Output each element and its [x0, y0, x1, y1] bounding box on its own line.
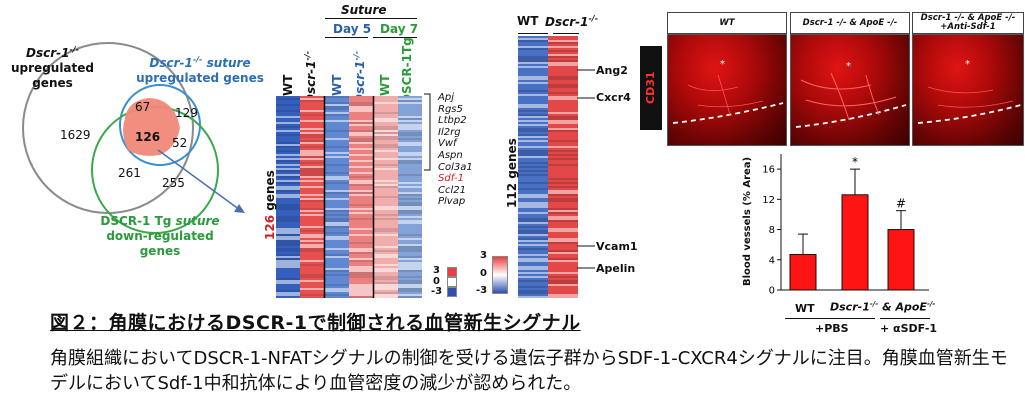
hm1-scale-label-hi: 3 — [433, 265, 440, 276]
hm1-col-wt3: WT — [378, 74, 392, 96]
hm2-canvas — [518, 36, 578, 298]
hm1-scale-label-lo: -3 — [431, 286, 443, 297]
bar-group-ko: Dscr-1-/- & ApoE-/- — [830, 300, 936, 314]
bar-ytick-label: 8 — [769, 225, 775, 236]
hm2-scale-label-hi: 3 — [480, 250, 487, 261]
bar-chart-ylabel: Blood vessels (% Area) — [742, 156, 753, 286]
photo-ko-star: * — [846, 61, 851, 72]
bar-1 — [841, 194, 869, 291]
venn-count-gray-only: 1629 — [60, 128, 91, 142]
hm1-scale-mid — [447, 277, 457, 287]
hm2-col-wt: WT — [517, 14, 539, 28]
photo-wt: * — [667, 34, 787, 146]
venn-gray-title: Dscr-1-/- upregulated genes — [11, 45, 94, 90]
venn-svg — [22, 42, 245, 234]
cd31-label: CD31 — [644, 71, 657, 104]
photo-wt-star: * — [720, 59, 725, 70]
hm1-genes-label: 126 genes — [263, 170, 277, 240]
bar-chart-svg: 0 4 8 12 16 * # — [762, 154, 929, 297]
hm2-scale-label-mid: 0 — [480, 268, 487, 279]
bar-rule-pbs — [785, 318, 875, 319]
photo-ko-anti: * — [912, 34, 1024, 146]
day7-rule — [373, 37, 417, 38]
bar-ytick-label: 16 — [762, 165, 775, 176]
bar-ytick-label: 0 — [769, 286, 775, 297]
hm1-gene-bracket — [424, 93, 431, 171]
figure-caption-body: 角膜組織においてDSCR-1-NFATシグナルの制御を受ける遺伝子群からSDF-… — [50, 348, 1008, 394]
hm1-gene-list: Apj Rgs5 Ltbp2 Il2rg Vwf Aspn Col3a1 Sdf-1 Ccl21… — [438, 92, 473, 208]
hm2-scale-bar — [492, 256, 508, 294]
cd31-label-box — [640, 46, 662, 130]
hm1-scale-hi — [447, 267, 457, 277]
day5-label: Day 5 — [333, 22, 372, 36]
hm1-canvas — [276, 96, 422, 298]
venn-center-region — [123, 98, 180, 156]
hm2-marker-apelin: Apelin — [596, 262, 636, 275]
venn-arrow-head — [234, 204, 245, 213]
bar-treat-sdf: + αSDF-1 — [880, 322, 938, 335]
photo-ko: * — [790, 34, 910, 146]
hm1-col-wt1: WT — [281, 74, 295, 96]
bar-marker-1: * — [852, 155, 858, 169]
hm2-marker-ang2: Ang2 — [596, 64, 628, 77]
gene-label: Aspn — [438, 149, 463, 161]
hm2-rule-ko — [553, 33, 579, 34]
bar-group-wt: WT — [795, 302, 815, 315]
hm1-scale-label-mid: 0 — [433, 276, 440, 287]
hm2-marker-cxcr4: Cxcr4 — [596, 91, 631, 104]
gene-label: Rgs5 — [438, 103, 463, 115]
hm1-scale-lo — [447, 287, 457, 297]
bar-ytick-label: 12 — [762, 195, 775, 206]
gene-label: Sdf-1 — [438, 173, 465, 185]
photo-ko-anti-star: * — [965, 59, 970, 70]
hm2-marker-lines — [577, 69, 595, 269]
bar-rule-sdf — [880, 318, 930, 319]
venn-count-blue-green: 52 — [172, 136, 188, 150]
bar-ytick-label: 4 — [769, 255, 775, 266]
gene-label: Ltbp2 — [438, 115, 467, 127]
gene-label: Il2rg — [438, 126, 461, 138]
venn-blue-title: Dscr-1-/- suture upregulated genes — [136, 55, 264, 85]
gene-label: Vwf — [438, 138, 457, 150]
hm1-col-tg: DSCR-1Tg — [400, 37, 414, 104]
photo-header-ko: Dscr-1 -/- & ApoE -/- — [790, 12, 910, 34]
photo-wt-art: * — [672, 59, 784, 124]
photo-ko-art: * — [795, 61, 907, 128]
venn-count-blue-only: 129 — [175, 106, 198, 120]
venn-count-center: 126 — [135, 130, 161, 144]
hm2-marker-vcam1: Vcam1 — [596, 240, 638, 253]
venn-count-gray-green: 261 — [118, 166, 141, 180]
photo-header-wt: WT — [667, 12, 787, 34]
suture-label: Suture — [341, 3, 387, 17]
photo-header-ko-anti: Dscr-1 -/- & ApoE -/- +Anti-Sdf-1 — [912, 12, 1024, 34]
bar-marker-2: # — [896, 197, 906, 211]
hm2-scale-label-lo: -3 — [476, 285, 488, 296]
day5-rule — [325, 37, 368, 38]
hm2-col-ko: Dscr-1-/- — [545, 14, 599, 29]
hm1-col-wt2: WT — [330, 74, 344, 96]
day7-label: Day 7 — [380, 22, 419, 36]
bar-2 — [887, 229, 915, 291]
venn-count-gray-blue: 67 — [135, 100, 151, 114]
gene-label: Apj — [438, 92, 454, 103]
gene-label: Col3a1 — [438, 161, 473, 173]
bar-treat-pbs: +PBS — [815, 322, 849, 335]
figure-caption-title: 図２：角膜におけるDSCR-1で制御される血管新生シグナル — [50, 312, 581, 334]
venn-count-green-only: 255 — [162, 176, 185, 190]
venn-arrow — [157, 149, 241, 211]
photo-ko-anti-art: * — [917, 59, 1022, 124]
bar-0 — [789, 253, 817, 291]
hm2-rule-wt — [518, 33, 548, 34]
suture-rule — [325, 18, 417, 19]
hm2-genes-label: 112 genes — [505, 138, 519, 208]
gene-label: Plvap — [438, 196, 466, 208]
venn-green-title: DSCR-1 Tg suture down-regulated genes — [100, 214, 220, 258]
gene-label: Ccl21 — [438, 184, 466, 196]
